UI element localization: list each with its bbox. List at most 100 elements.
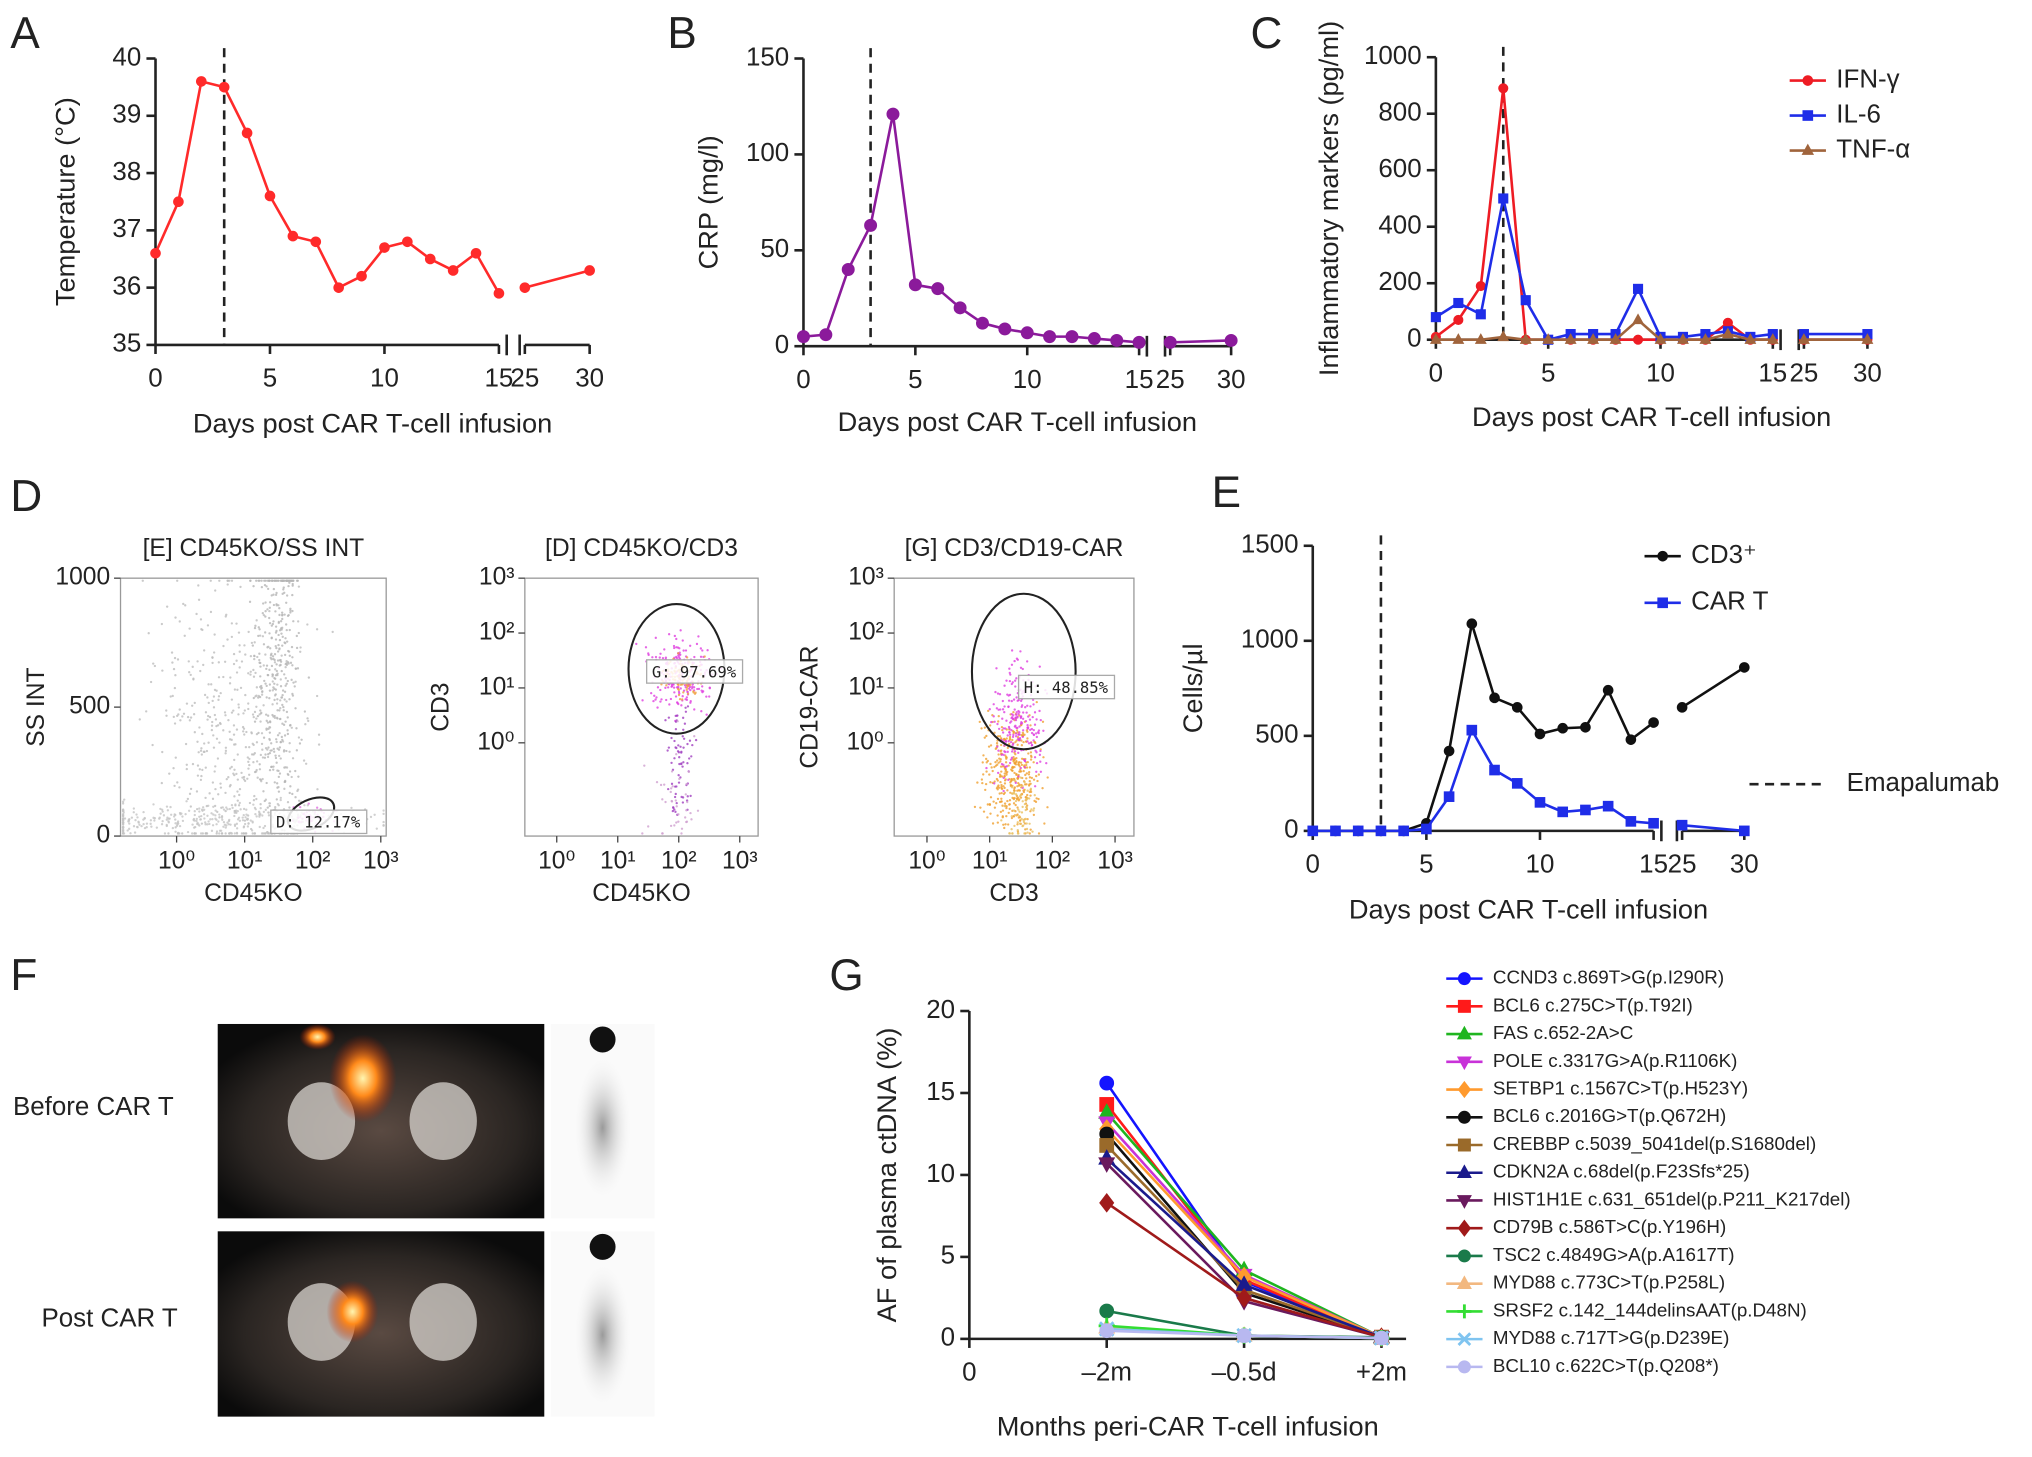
event-dot (250, 829, 254, 832)
event-dot (145, 822, 149, 825)
event-dot (229, 823, 232, 826)
event-dot (300, 738, 303, 741)
event-dot (286, 661, 290, 664)
event-dot (1029, 705, 1032, 708)
marker (1632, 283, 1644, 294)
event-dot (679, 653, 682, 656)
event-dot (200, 753, 204, 756)
event-dot (255, 717, 258, 720)
event-dot (1017, 775, 1020, 778)
event-dot (178, 811, 182, 815)
event-dot (258, 628, 261, 631)
event-dot (251, 644, 254, 647)
event-dot (161, 810, 164, 813)
event-dot (263, 756, 267, 759)
event-dot (174, 616, 177, 619)
event-dot (264, 682, 267, 685)
event-dot (1012, 789, 1016, 792)
event-dot (257, 626, 260, 629)
event-dot (1029, 828, 1032, 831)
event-dot (1015, 677, 1018, 680)
event-dot (277, 790, 281, 793)
event-dot (185, 800, 188, 803)
event-dot (228, 818, 231, 822)
event-dot (283, 641, 286, 644)
event-dot (663, 783, 666, 786)
event-dot (241, 776, 244, 779)
event-dot (985, 766, 988, 770)
event-dot (1032, 807, 1036, 810)
event-dot (994, 747, 997, 751)
event-dot (1001, 731, 1005, 734)
marker (908, 278, 922, 292)
marker (864, 218, 878, 232)
event-dot (1005, 679, 1008, 682)
event-dot (237, 804, 241, 807)
event-dot (256, 776, 259, 779)
event-dot (989, 812, 992, 815)
event-dot (260, 684, 263, 688)
event-dot (276, 786, 279, 789)
event-dot (235, 671, 239, 674)
event-dot (1001, 717, 1004, 720)
event-dot (678, 756, 681, 759)
event-dot (1019, 761, 1023, 764)
marker (470, 247, 482, 259)
event-dot (258, 825, 261, 829)
event-dot (248, 745, 251, 749)
event-dot (279, 717, 282, 721)
event-dot (1014, 713, 1018, 716)
event-dot (679, 745, 682, 748)
event-dot (222, 825, 225, 828)
event-dot (257, 731, 260, 735)
marker (1632, 334, 1644, 345)
event-dot (178, 786, 181, 789)
event-dot (282, 709, 285, 712)
event-dot (1028, 832, 1031, 835)
marker (493, 288, 505, 299)
event-dot (672, 644, 676, 648)
event-dot (1013, 771, 1016, 775)
event-dot (249, 655, 253, 658)
event-dot (214, 718, 218, 721)
event-dot (1014, 685, 1017, 688)
marker (1374, 1330, 1389, 1346)
event-dot (258, 815, 261, 818)
y-tick-label: 10³ (479, 564, 515, 591)
event-dot (213, 633, 216, 636)
event-dot (1033, 794, 1036, 797)
event-dot (695, 642, 699, 646)
panel-letter: B (667, 9, 696, 58)
event-dot (1004, 739, 1008, 743)
event-dot (1010, 756, 1014, 759)
event-dot (680, 827, 684, 830)
event-dot (1013, 824, 1016, 828)
event-dot (274, 668, 277, 671)
event-dot (244, 653, 247, 656)
marker (1648, 817, 1659, 829)
event-dot (245, 808, 248, 811)
event-dot (283, 613, 286, 616)
event-dot (248, 801, 252, 805)
event-dot (270, 652, 273, 655)
event-dot (692, 686, 696, 689)
event-dot (268, 737, 271, 741)
event-dot (169, 695, 172, 698)
event-dot (256, 714, 260, 718)
event-dot (980, 778, 984, 781)
event-dot (641, 699, 644, 702)
marker (1466, 724, 1478, 736)
event-dot (1003, 826, 1006, 830)
event-dot (1010, 649, 1014, 652)
event-dot (265, 667, 268, 671)
event-dot (671, 809, 675, 813)
event-dot (673, 757, 676, 760)
event-dot (1018, 733, 1021, 736)
event-dot (211, 661, 214, 665)
event-dot (291, 664, 294, 667)
event-dot (171, 694, 174, 698)
event-dot (253, 770, 257, 774)
event-dot (198, 768, 201, 771)
event-dot (996, 692, 1000, 695)
